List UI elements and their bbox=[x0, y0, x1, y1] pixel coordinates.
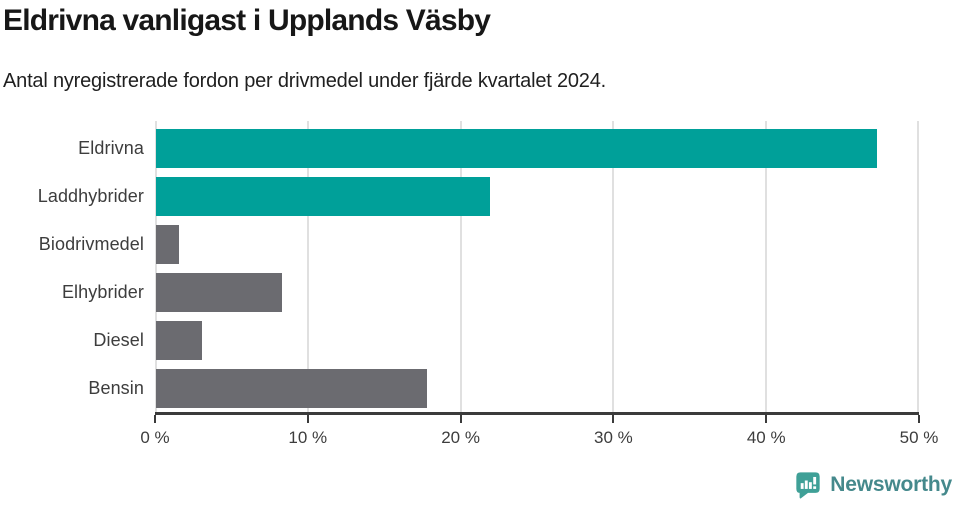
gridline bbox=[612, 121, 615, 412]
chart-row: Biodrivmedel bbox=[0, 220, 940, 268]
bar-chart: Eldrivna Laddhybrider Biodrivmedel Elhybrid… bbox=[0, 121, 940, 447]
bar-track bbox=[156, 272, 918, 312]
axis-tick bbox=[918, 415, 920, 423]
axis-tick bbox=[765, 415, 768, 423]
chart-row: Laddhybrider bbox=[0, 172, 940, 220]
bar-diesel bbox=[156, 320, 202, 360]
chart-row: Bensin bbox=[0, 364, 940, 412]
chart-rows: Eldrivna Laddhybrider Biodrivmedel Elhybrid… bbox=[0, 124, 940, 412]
axis-tick-label: 30 % bbox=[594, 428, 633, 447]
gridline bbox=[917, 121, 919, 412]
gridline bbox=[764, 121, 767, 412]
bar-bensin bbox=[156, 368, 428, 408]
axis-tick bbox=[612, 415, 615, 423]
chart-subtitle: Antal nyregistrerade fordon per drivmede… bbox=[3, 70, 607, 92]
gridline bbox=[459, 121, 462, 412]
newsworthy-wordmark: Newsworthy bbox=[830, 473, 952, 496]
bar-track bbox=[156, 128, 918, 168]
category-label: Laddhybrider bbox=[37, 185, 144, 206]
axis-tick-label: 10 % bbox=[288, 428, 328, 447]
x-axis: 0 % 10 % 20 % 30 % 40 % 50 % bbox=[140, 412, 938, 447]
bar-laddhybrider bbox=[156, 176, 490, 216]
bar-biodrivmedel bbox=[156, 224, 179, 264]
chart-row: Elhybrider bbox=[0, 268, 940, 316]
chart-row: Diesel bbox=[0, 316, 940, 364]
gridline bbox=[307, 121, 310, 412]
axis-tick-label: 20 % bbox=[441, 428, 480, 447]
chart-row: Eldrivna bbox=[0, 124, 940, 172]
category-label: Bensin bbox=[88, 377, 144, 398]
gridlines bbox=[155, 121, 919, 412]
bar-track bbox=[156, 320, 918, 360]
axis-tick bbox=[306, 415, 309, 423]
gridline bbox=[155, 121, 157, 412]
bar-track bbox=[156, 368, 918, 408]
axis-tick bbox=[459, 415, 462, 423]
newsworthy-bubble-icon bbox=[796, 472, 820, 499]
axis-tick bbox=[154, 415, 156, 423]
bar-track bbox=[156, 176, 918, 216]
category-label: Diesel bbox=[93, 329, 144, 350]
axis-tick-label: 50 % bbox=[899, 428, 939, 447]
axis-tick-label: 0 % bbox=[140, 428, 170, 447]
chart-title: Eldrivna vanligast i Upplands Väsby bbox=[3, 4, 491, 37]
category-label: Elhybrider bbox=[61, 281, 144, 302]
newsworthy-logo[interactable]: Newsworthy bbox=[794, 471, 952, 499]
axis-tick-label: 40 % bbox=[746, 428, 786, 447]
bar-elhybrider bbox=[156, 272, 283, 312]
bar-track bbox=[156, 224, 918, 264]
category-label: Biodrivmedel bbox=[38, 233, 144, 254]
bar-eldrivna bbox=[156, 128, 877, 168]
category-label: Eldrivna bbox=[78, 137, 144, 158]
